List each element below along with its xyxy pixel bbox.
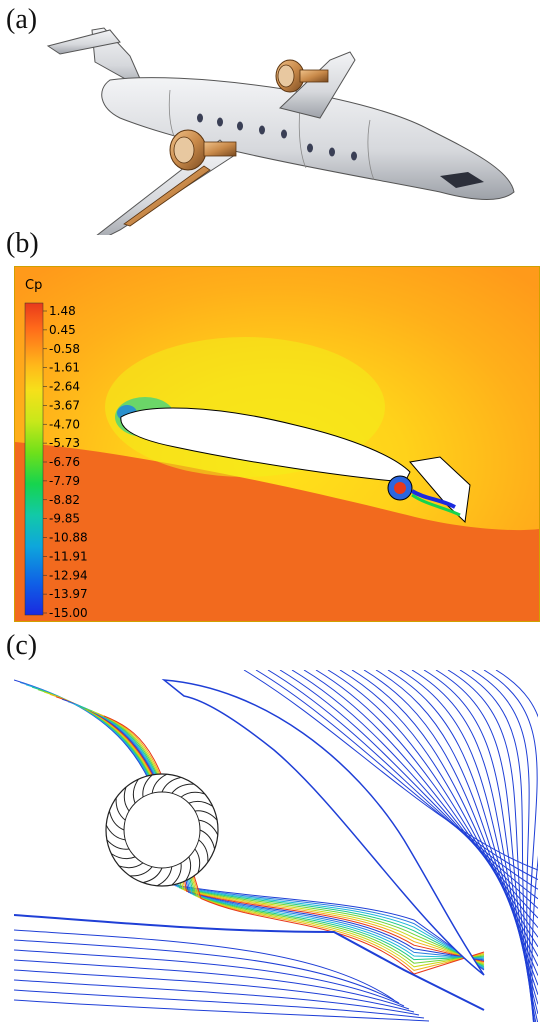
streamline xyxy=(13,989,425,1019)
fan-blade xyxy=(132,778,139,804)
streamline xyxy=(67,701,485,960)
colorbar-tick-label: -6.76 xyxy=(49,455,80,469)
streamline xyxy=(255,669,539,881)
streamline xyxy=(13,959,410,1010)
streamline xyxy=(31,686,485,967)
fan-blade xyxy=(105,824,126,841)
streamline xyxy=(13,929,395,1001)
colorbar-title: Cp xyxy=(25,278,42,293)
lower-pressure-region xyxy=(15,442,539,621)
streamline xyxy=(79,705,485,961)
far-propulsor xyxy=(275,59,329,93)
horizontal-stabilizer xyxy=(46,29,121,55)
colorbar-tick-label: -9.85 xyxy=(49,512,80,526)
streamline xyxy=(25,684,485,969)
colorbar-tick-label: -10.88 xyxy=(49,531,88,545)
fan-blade xyxy=(171,783,195,794)
fan-blade xyxy=(194,810,218,821)
streamline xyxy=(49,693,485,964)
streamline xyxy=(447,669,538,1027)
colorbar-tick-label: -8.82 xyxy=(49,493,80,507)
streamline xyxy=(13,939,400,1004)
streamline xyxy=(423,669,539,1015)
far-wing xyxy=(279,51,356,119)
streamline xyxy=(19,681,485,970)
fan-blade xyxy=(180,791,206,798)
streamline xyxy=(13,979,420,1016)
fan-blade xyxy=(194,848,201,874)
streamline xyxy=(103,715,485,975)
fan-blade xyxy=(106,839,130,850)
streamline xyxy=(267,669,539,890)
near-propulsor xyxy=(169,129,237,171)
colorbar-tick-label: -5.73 xyxy=(49,436,80,450)
streamline xyxy=(37,689,485,966)
panel-label-a: (a) xyxy=(6,4,38,35)
streamline xyxy=(43,691,485,965)
colorbar-tick-label: -1.61 xyxy=(49,361,80,375)
streamline xyxy=(435,669,539,1024)
colorbar-tick-label: -12.94 xyxy=(49,568,88,582)
airfoil-outline xyxy=(161,679,485,976)
fan-blade xyxy=(161,776,182,793)
fan-blade xyxy=(129,866,153,877)
streamline xyxy=(55,696,485,963)
pressure-contour-plot: Cp 1.48 0.45 -0.58 -1.61 -2.64 -3.67 -4.70 -5.7… xyxy=(14,266,540,622)
streamline-plot xyxy=(13,669,547,1027)
streamline xyxy=(91,710,485,968)
streamline xyxy=(243,669,539,871)
colorbar-tick-label: -13.97 xyxy=(49,587,88,601)
streamline xyxy=(85,708,485,964)
fan-blade xyxy=(115,797,126,821)
colorbar-tick-label: 1.48 xyxy=(49,304,76,318)
cross-flow-fan xyxy=(105,773,219,887)
colorbar-tick-label: -7.79 xyxy=(49,474,80,488)
colorbar-tick-label: -0.58 xyxy=(49,342,80,356)
streamline xyxy=(13,999,430,1022)
embedded-fan xyxy=(387,475,461,517)
panel-label-c: (c) xyxy=(6,630,38,661)
fan-blade xyxy=(108,810,125,831)
streamline xyxy=(279,669,539,900)
fan-blade xyxy=(142,867,163,884)
fan-blade xyxy=(171,862,182,886)
fan-blade xyxy=(188,800,214,807)
streamline xyxy=(97,713,485,971)
airfoil xyxy=(120,407,411,483)
fan-blade xyxy=(110,853,136,860)
streamline xyxy=(13,949,405,1007)
aircraft-illustration xyxy=(0,0,550,247)
panel-label-b: (b) xyxy=(6,228,39,259)
streamline xyxy=(291,669,539,909)
lower-surface xyxy=(13,914,485,1011)
colorbar-tick-label: 0.45 xyxy=(49,323,76,337)
colorbar-tick-label: -2.64 xyxy=(49,380,80,394)
colorbar-tick-label: -4.70 xyxy=(49,417,80,431)
fan-blade xyxy=(198,839,209,863)
fan-blade xyxy=(185,856,192,882)
streamline xyxy=(483,669,538,1027)
fan-blade xyxy=(142,774,153,798)
colorbar-tick-label: -3.67 xyxy=(49,398,80,412)
colorbar-tick-label: -11.91 xyxy=(49,549,88,563)
fan-blade xyxy=(198,819,219,836)
fan-blade xyxy=(118,862,144,869)
fan-blade xyxy=(156,866,173,887)
streamline xyxy=(459,669,536,1027)
fan-blade xyxy=(151,773,168,794)
streamline xyxy=(471,669,535,1027)
fan-blade xyxy=(123,786,130,812)
fan-blade xyxy=(199,829,216,850)
streamline xyxy=(13,969,415,1013)
streamline xyxy=(73,703,485,959)
streamline xyxy=(61,698,485,961)
colorbar-tick-label: -15.00 xyxy=(49,606,88,620)
cp-colorbar: Cp 1.48 0.45 -0.58 -1.61 -2.64 -3.67 -4.70 -5.7… xyxy=(24,278,88,620)
